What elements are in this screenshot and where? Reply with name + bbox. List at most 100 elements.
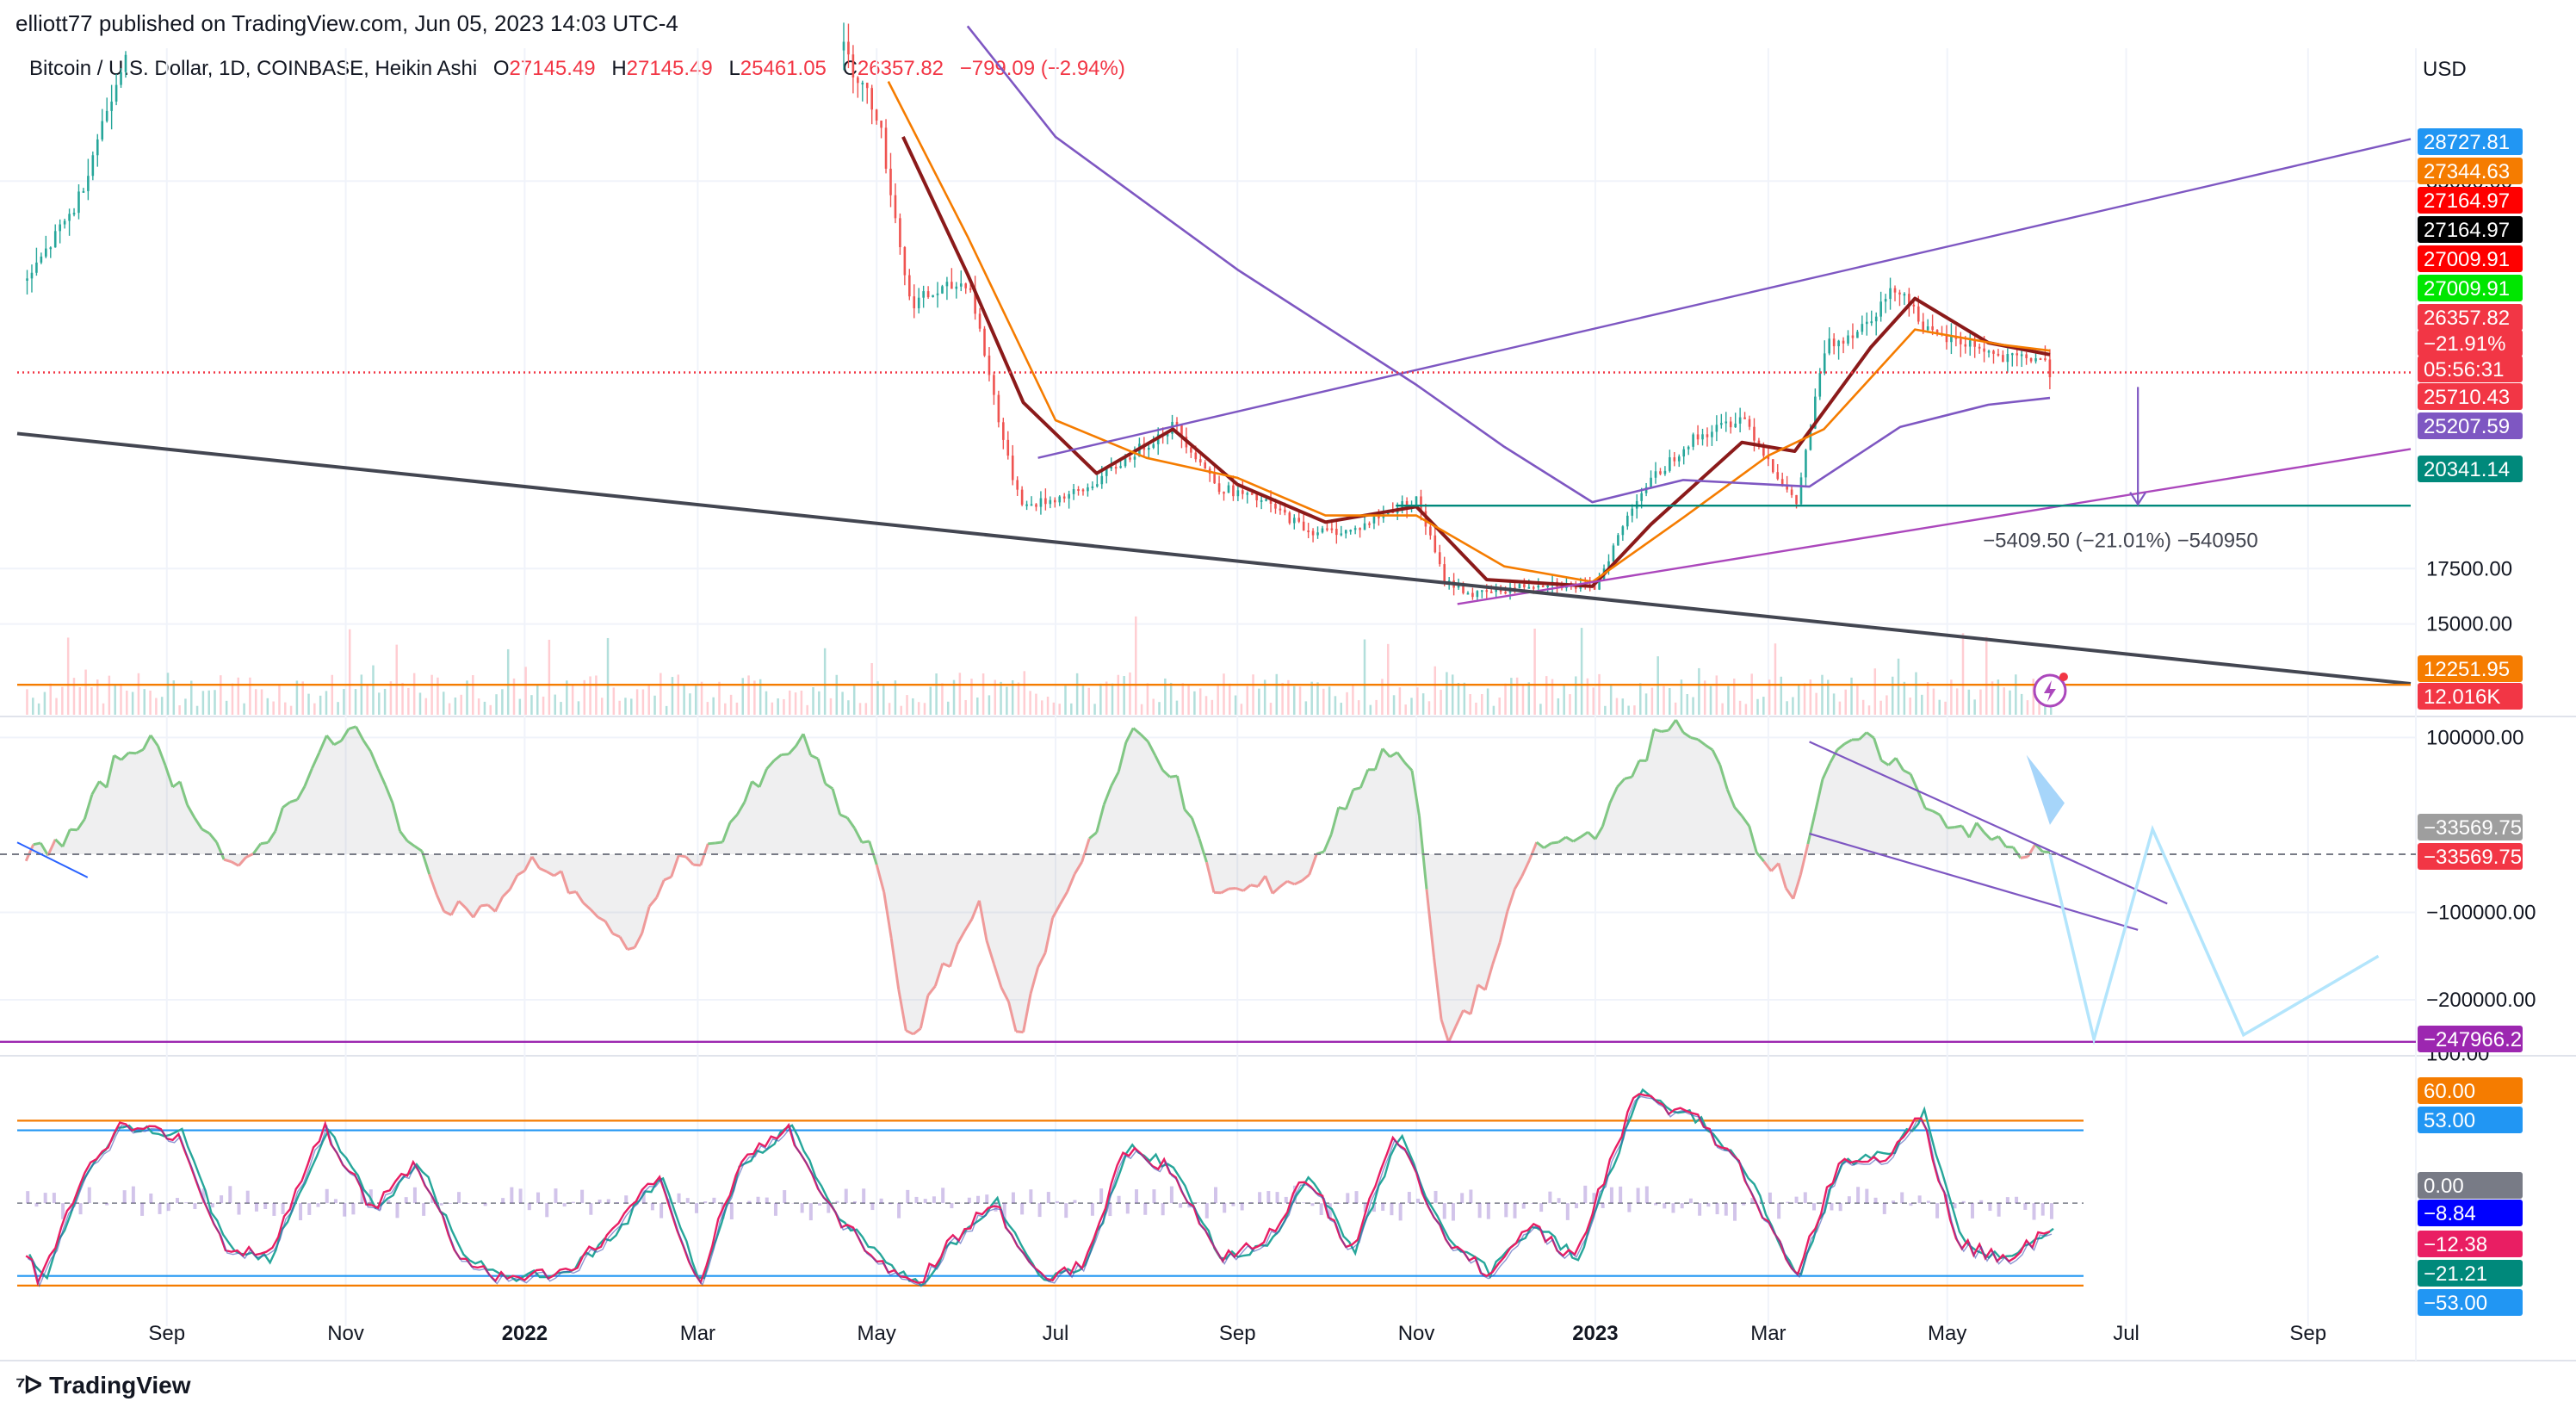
volume-bar [1334, 696, 1337, 715]
price-badge [2418, 275, 2523, 301]
volume-bar [360, 674, 363, 715]
volume-bar [1750, 673, 1753, 715]
stoch-histogram-bar [2049, 1203, 2053, 1219]
candle-body [941, 286, 944, 294]
oscillator-line-segment [486, 903, 497, 913]
stoch-histogram-bar [923, 1199, 927, 1204]
stoch-histogram-bar [368, 1189, 373, 1204]
volume-bar [448, 703, 451, 715]
oscillator-line-segment [1645, 729, 1656, 761]
volume-bar [1621, 698, 1625, 715]
candle-body [903, 246, 907, 276]
candle-body [1180, 425, 1183, 437]
oscillator-line-segment [743, 780, 753, 803]
oscillator-line-segment [1580, 830, 1589, 839]
candle-body [2039, 358, 2042, 361]
volume-bar [1873, 668, 1877, 715]
volume-bar [1298, 686, 1302, 715]
candle-body [1964, 344, 1967, 347]
volume-bar [1715, 675, 1718, 715]
volume-bar [1140, 704, 1143, 715]
oscillator-line-segment [809, 754, 819, 760]
candle-body [1269, 499, 1273, 504]
volume-bar [477, 698, 480, 715]
candle-body [105, 110, 108, 121]
time-axis[interactable]: Sep Nov 2022 Mar May Jul Sep Nov 2023 Mar May Jul Se… [148, 1322, 2326, 1345]
stoch-histogram-bar [659, 1203, 664, 1219]
volume-bar [1340, 703, 1342, 715]
volume-bar [1985, 636, 1988, 715]
oscillator-line-segment [905, 1029, 914, 1036]
price-badge [2418, 412, 2523, 439]
candle-body [2048, 359, 2052, 377]
volume-bar [1774, 643, 1777, 715]
candle-body [1471, 592, 1474, 598]
oscillator-line-segment [1535, 840, 1545, 849]
oscillator-line-segment [1741, 815, 1750, 828]
candle-body [865, 83, 869, 89]
stoch-histogram-bar [571, 1201, 575, 1204]
oscillator-line-segment [1294, 879, 1303, 886]
candle-body [1152, 443, 1155, 448]
candle-body [1950, 336, 1953, 343]
oscillator-line-segment [399, 830, 409, 842]
stoch-histogram-bar [1909, 1203, 1913, 1206]
volume-bar [1586, 678, 1589, 715]
candle-body [983, 328, 986, 356]
brand-name: TradingView [49, 1371, 191, 1398]
oscillator-line-segment [553, 870, 562, 878]
volume-bar [407, 687, 410, 715]
candle-body [59, 224, 61, 232]
volume-bar [114, 685, 116, 715]
oscillator-pane[interactable] [0, 719, 2416, 1045]
stoch-histogram-bar [694, 1203, 698, 1213]
price-badge-label: −21.21 [2424, 1262, 2487, 1286]
volume-bar [1040, 700, 1043, 715]
stoch-histogram-bar [140, 1203, 145, 1216]
tradingview-logo[interactable]: ⁷ᐅ TradingView [15, 1371, 191, 1399]
volume-bar [1809, 679, 1812, 715]
oscillator-line-segment [1220, 887, 1229, 895]
oscillator-line-segment [1675, 719, 1685, 734]
oscillator-line-segment [627, 946, 635, 951]
candle-body [1344, 530, 1347, 534]
oscillator-line-segment [868, 840, 878, 865]
oscillator-line-segment [1909, 773, 1920, 791]
stoch-histogram-bar [518, 1188, 523, 1204]
price-pane[interactable]: −5409.50 (−21.01%) −540950 [16, 22, 2412, 715]
price-badge [2418, 1231, 2523, 1257]
candle-body [851, 54, 855, 78]
oscillator-line-segment [1690, 735, 1699, 741]
grid-lines [0, 48, 2576, 1361]
candle-body [1729, 421, 1732, 428]
volume-bar [917, 702, 920, 715]
volume-bar [1926, 682, 1929, 715]
oscillator-line-segment [736, 801, 746, 816]
volume-bar [1938, 699, 1941, 715]
stoch-pane[interactable] [17, 1088, 2084, 1288]
oscillator-line-segment [751, 780, 760, 789]
candle-body [49, 247, 53, 250]
volume-bar [970, 679, 973, 715]
volume-bar [331, 674, 334, 715]
oscillator-line-segment [1183, 809, 1193, 819]
volume-bar [1861, 699, 1865, 715]
volume-bar [964, 699, 967, 715]
symbol-legend[interactable]: Bitcoin / U.S. Dollar, 1D, COINBASE, Hei… [29, 57, 1125, 81]
price-axis[interactable]: USD35000.0017500.0015000.00100000.00−100… [2418, 58, 2536, 1316]
oscillator-line-segment [1667, 719, 1677, 731]
stoch-histogram-bar [1214, 1187, 1217, 1204]
volume-bar [1392, 695, 1396, 715]
volume-bar [460, 694, 462, 715]
candle-body [1485, 590, 1489, 592]
price-badge [2418, 1200, 2523, 1226]
volume-bar [337, 702, 339, 715]
candle-body [1284, 509, 1286, 513]
candle-body [1481, 590, 1483, 592]
stoch-histogram-bar [1865, 1188, 1869, 1204]
volume-bar [870, 663, 873, 715]
oscillator-line-segment [648, 896, 658, 908]
stoch-histogram-bar [1891, 1200, 1895, 1204]
stoch-histogram-bar [149, 1193, 153, 1204]
